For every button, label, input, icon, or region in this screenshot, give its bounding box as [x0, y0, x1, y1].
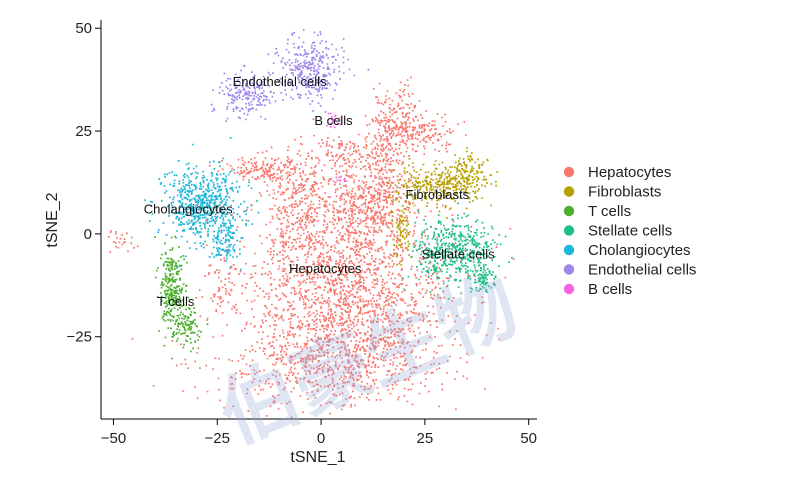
point-cloud-5-1 — [210, 64, 284, 123]
point-cloud-0-9 — [107, 230, 139, 253]
y-ticks: 50 25 0 −25 — [67, 20, 101, 346]
cluster-label: T cells — [157, 294, 195, 309]
y-tick-label: 25 — [75, 123, 92, 140]
point-cloud-6-1 — [332, 175, 346, 183]
cluster-label: B cells — [314, 113, 353, 128]
legend-label: Hepatocytes — [588, 164, 671, 181]
series-points-4 — [143, 137, 260, 271]
cluster-label: Endothelial cells — [233, 74, 327, 89]
legend-label: T cells — [588, 203, 631, 220]
x-tick-label: 25 — [417, 430, 434, 447]
legend-label: Endothelial cells — [588, 262, 696, 279]
point-cloud-0-10 — [198, 249, 243, 321]
x-tick-label: −50 — [101, 430, 126, 447]
point-cloud-1-1 — [439, 147, 499, 193]
point-cloud-0-2 — [283, 138, 432, 258]
series-points-1 — [386, 147, 499, 266]
point-cloud-4-1 — [208, 219, 243, 271]
legend-marker — [563, 205, 575, 217]
legend-marker — [563, 283, 575, 295]
legend-label: Stellate cells — [588, 223, 672, 240]
y-tick-label: −25 — [67, 329, 92, 346]
point-cloud-2-1 — [172, 296, 209, 350]
cluster-label: Cholangiocytes — [144, 201, 233, 216]
point-cloud-0-3 — [208, 150, 338, 189]
y-axis-title: tSNE_2 — [44, 192, 61, 247]
x-tick-label: −25 — [205, 430, 230, 447]
legend-label: Cholangiocytes — [588, 242, 691, 259]
series-points-5 — [210, 29, 370, 123]
series-points-3 — [402, 202, 513, 300]
y-tick-label: 50 — [75, 20, 92, 37]
point-cloud-5-0 — [267, 29, 370, 113]
point-cloud-0-6 — [366, 110, 467, 153]
legend-label: B cells — [588, 281, 632, 298]
point-cloud-1-2 — [390, 175, 412, 266]
axes — [100, 20, 537, 420]
series-points-0 — [107, 76, 515, 419]
x-tick-label: 50 — [520, 430, 537, 447]
point-cloud-0-1 — [152, 310, 486, 412]
point-cloud-6-0 — [326, 112, 343, 129]
legend-marker — [563, 225, 575, 236]
legend: Hepatocytes Fibroblasts T cells Stellate ce… — [563, 164, 696, 298]
cluster-label: Stellate cells — [422, 247, 495, 262]
x-ticks: −50 −25 0 25 50 — [101, 419, 537, 447]
cluster-labels: Hepatocytes Fibroblasts T cells Stellate ce… — [144, 74, 495, 309]
legend-marker — [563, 186, 575, 197]
x-tick-label: 0 — [317, 430, 325, 447]
point-cloud-3-1 — [467, 259, 497, 293]
cluster-label: Fibroblasts — [406, 187, 470, 202]
x-axis-title: tSNE_1 — [290, 449, 345, 466]
legend-label: Fibroblasts — [588, 184, 661, 201]
scatter-points — [107, 29, 515, 419]
y-tick-label: 0 — [84, 226, 92, 243]
legend-marker — [563, 264, 575, 275]
point-cloud-2-0 — [154, 235, 192, 360]
legend-marker — [563, 166, 575, 178]
point-cloud-0-0 — [131, 135, 515, 419]
series-points-2 — [154, 235, 209, 360]
series-points-6 — [326, 112, 346, 183]
cluster-label: Hepatocytes — [289, 261, 362, 276]
point-cloud-4-0 — [143, 137, 260, 269]
legend-marker — [563, 244, 575, 256]
